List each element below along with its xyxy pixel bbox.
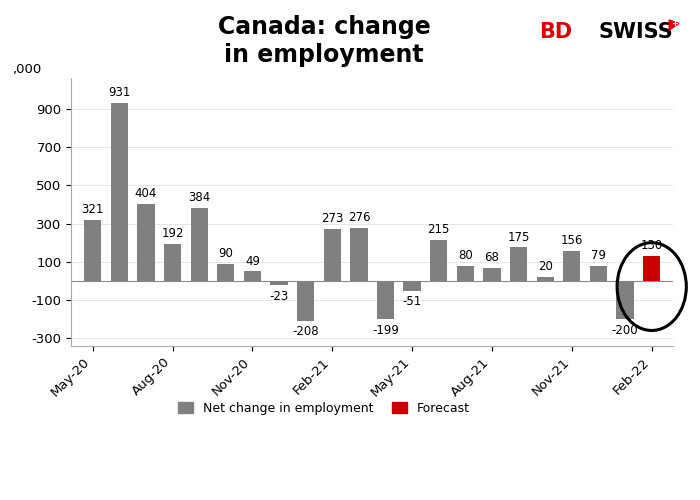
Text: 215: 215 xyxy=(428,223,450,236)
Bar xyxy=(537,277,554,281)
Text: 404: 404 xyxy=(134,187,157,200)
Bar xyxy=(323,228,341,281)
Text: SWISS: SWISS xyxy=(598,22,673,42)
Text: 931: 931 xyxy=(108,86,130,100)
Text: -200: -200 xyxy=(612,324,638,337)
Text: -208: -208 xyxy=(293,326,319,338)
Bar xyxy=(590,266,607,281)
Text: 273: 273 xyxy=(321,212,344,225)
Text: ,000: ,000 xyxy=(12,63,41,76)
Bar xyxy=(643,256,660,281)
Bar xyxy=(510,248,527,281)
Bar xyxy=(377,281,394,319)
Legend: Net change in employment, Forecast: Net change in employment, Forecast xyxy=(173,396,475,419)
Bar xyxy=(164,244,181,281)
Text: 20: 20 xyxy=(538,260,553,273)
Text: 68: 68 xyxy=(484,251,499,264)
Text: 321: 321 xyxy=(81,202,104,215)
Bar xyxy=(297,281,314,320)
Bar xyxy=(564,251,580,281)
Bar xyxy=(350,228,368,281)
Bar xyxy=(483,268,500,281)
Text: -51: -51 xyxy=(402,296,421,308)
Bar xyxy=(217,264,234,281)
Text: 90: 90 xyxy=(218,247,233,260)
Bar xyxy=(137,204,155,281)
Bar xyxy=(244,272,261,281)
Text: 156: 156 xyxy=(561,234,583,247)
Text: 49: 49 xyxy=(245,254,260,268)
Bar xyxy=(617,281,634,319)
Bar xyxy=(456,266,474,281)
Text: 130: 130 xyxy=(640,239,663,252)
Text: 80: 80 xyxy=(458,248,472,262)
Text: -199: -199 xyxy=(372,324,399,336)
Text: 384: 384 xyxy=(188,190,210,203)
Text: 79: 79 xyxy=(591,249,606,262)
Bar xyxy=(111,103,128,281)
Bar xyxy=(403,281,421,290)
Text: 192: 192 xyxy=(161,228,184,240)
Bar xyxy=(190,208,208,281)
Title: Canada: change
in employment: Canada: change in employment xyxy=(218,15,430,67)
Text: -23: -23 xyxy=(270,290,288,303)
Bar xyxy=(84,220,102,281)
Bar xyxy=(270,281,288,285)
Text: BD: BD xyxy=(539,22,572,42)
Text: +: + xyxy=(671,20,678,28)
Text: 276: 276 xyxy=(348,212,370,224)
Text: 175: 175 xyxy=(508,230,530,243)
Bar xyxy=(430,240,447,281)
